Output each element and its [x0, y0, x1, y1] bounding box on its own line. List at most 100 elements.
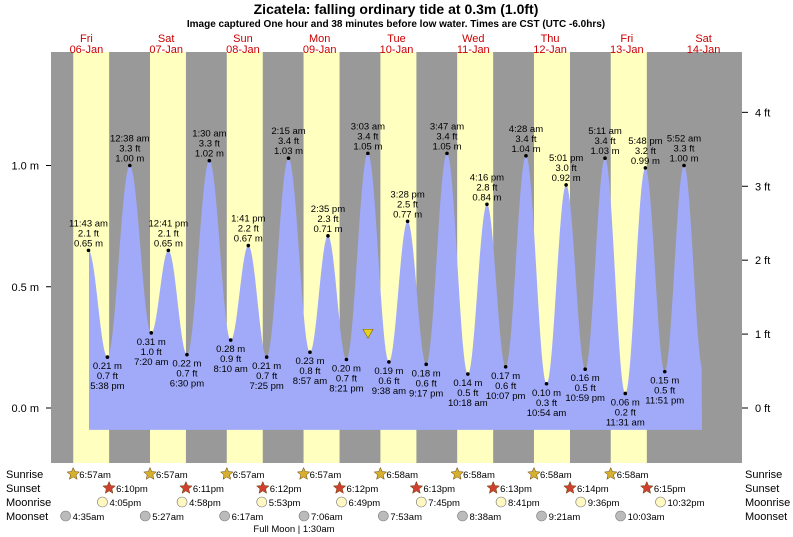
tide-label-line: 0.31 m [137, 337, 166, 348]
sunrise-icon [66, 466, 81, 480]
tide-point [623, 391, 628, 396]
tide-label-line: 0.6 ft [378, 376, 399, 387]
chart-title: Zicatela: falling ordinary tide at 0.3m … [254, 1, 539, 17]
tide-label-line: 3:03 am [351, 121, 385, 132]
day-of-week: Fri [620, 33, 633, 45]
tide-label-line: 2.5 ft [397, 199, 418, 210]
tide-label-line: 0.15 m [650, 376, 679, 387]
tide-label-line: 0.5 ft [654, 386, 675, 397]
tide-label-line: 0.71 m [313, 224, 342, 235]
moonrise-time: 4:05pm [109, 498, 141, 509]
tide-label-line: 1.00 m [115, 154, 144, 165]
y-tick-label-m: 0.5 m [11, 282, 39, 294]
tide-label-line: 3.0 ft [556, 163, 577, 174]
sunset-time: 6:13pm [423, 484, 455, 495]
moonrise-time: 7:45pm [428, 498, 460, 509]
day-of-week: Mon [309, 33, 330, 45]
tide-label-line: 0.21 m [252, 361, 281, 372]
tide-point [405, 219, 410, 224]
tide-point [185, 352, 189, 357]
sunset-icon [255, 480, 270, 494]
tide-point [366, 151, 370, 156]
tide-label-line: 10:54 am [527, 408, 567, 419]
day-of-week: Wed [462, 33, 484, 45]
moonrise-icon [575, 496, 587, 508]
tide-label-line: 11:51 pm [645, 396, 684, 407]
tide-label-line: 3.3 ft [119, 144, 140, 155]
tide-label-line: 2:15 am [271, 126, 305, 137]
tide-label-line: 0.23 m [295, 356, 324, 367]
tide-label-line: 7:25 pm [250, 381, 284, 392]
tide-label-line: 0.21 m [93, 361, 122, 372]
tide-point [387, 360, 391, 364]
tide-label-line: 2.2 ft [238, 224, 259, 235]
tide-point [246, 243, 251, 248]
tide-label-line: 5:11 am [588, 126, 622, 137]
tide-label-line: 1.04 m [511, 144, 540, 155]
tide-point [105, 355, 110, 359]
day-of-week: Sat [695, 33, 712, 45]
tide-label-line: 1:41 pm [231, 214, 265, 225]
moonset-time: 9:21am [549, 512, 581, 523]
day-date: 11-Jan [457, 44, 490, 56]
sunrise-time: 6:58am [463, 470, 495, 481]
sunset-time: 6:12pm [270, 484, 302, 495]
tide-point [466, 372, 470, 376]
moonrise-time: 4:58pm [189, 498, 221, 509]
tide-label-line: 10:59 pm [565, 393, 605, 404]
tide-point [603, 156, 607, 161]
sunrise-time: 6:57am [310, 470, 342, 481]
tide-point [503, 364, 508, 369]
moonrise-icon [495, 496, 507, 508]
tide-point [326, 234, 330, 238]
tide-label-line: 0.7 ft [256, 371, 277, 382]
tide-label-line: 1.0 ft [141, 347, 162, 358]
tide-label-line: 9:38 am [372, 386, 406, 397]
tide-label-line: 7:20 am [134, 357, 168, 368]
moonset-icon [615, 510, 626, 522]
tide-label-line: 10:18 am [448, 398, 488, 409]
tide-label-line: 0.14 m [453, 378, 482, 389]
tide-label-line: 0.9 ft [220, 354, 241, 365]
day-of-week: Sun [233, 33, 253, 45]
tide-label-line: 0.16 m [571, 373, 600, 384]
tide-label-line: 3.2 ft [635, 146, 656, 157]
tide-label-line: 2.8 ft [476, 182, 497, 193]
sunset-icon [639, 480, 654, 494]
tide-label-line: 0.67 m [234, 234, 263, 245]
y-tick-label-ft: 1 ft [755, 329, 770, 341]
sunset-icon [102, 480, 116, 494]
tide-label-line: 3:28 pm [390, 189, 424, 200]
row-label-left: Sunset [6, 483, 40, 495]
tide-label-line: 3:47 am [430, 121, 464, 132]
tide-label-line: 0.17 m [491, 371, 520, 382]
tide-point [583, 367, 587, 372]
sunrise-time: 6:58am [540, 470, 572, 481]
day-date: 12-Jan [533, 44, 567, 56]
sunrise-time: 6:57am [156, 470, 188, 481]
tide-label-line: 0.6 ft [416, 378, 437, 389]
current-level-marker [362, 328, 374, 339]
moonset-time: 7:53am [390, 512, 422, 523]
tide-label-line: 3.3 ft [673, 144, 694, 155]
tide-label-line: 2.1 ft [158, 228, 179, 239]
moonrise-icon [97, 496, 108, 508]
tide-label-line: 12:41 pm [149, 218, 189, 229]
tide-label-line: 3.4 ft [436, 131, 457, 142]
sunset-icon [563, 480, 577, 494]
chart-subtitle: Image captured One hour and 38 minutes b… [187, 19, 605, 30]
row-label-left: Moonrise [6, 497, 51, 509]
moonset-icon [378, 510, 389, 522]
tide-point [544, 381, 549, 386]
tide-label-line: 0.3 ft [536, 398, 557, 409]
day-date: 07-Jan [149, 44, 183, 56]
sunrise-icon [450, 466, 465, 480]
moonrise-icon [336, 496, 347, 508]
tide-point [424, 362, 428, 367]
moonset-icon [60, 510, 71, 522]
astro-table: Sunrise Sunrise Sunset Sunset Moonrise Moonri… [6, 466, 790, 523]
y-tick-label-ft: 4 ft [755, 107, 770, 119]
tide-point [166, 248, 171, 253]
tide-label-line: 2:35 pm [311, 204, 345, 215]
tide-label-line: 1.02 m [195, 149, 224, 160]
